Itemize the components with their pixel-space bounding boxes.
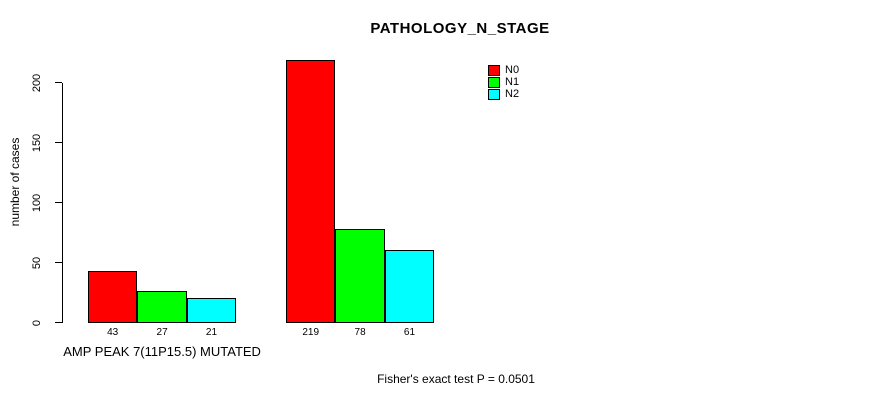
bar-value-label: 21 xyxy=(205,327,218,338)
y-axis-label: number of cases xyxy=(8,137,22,227)
legend-label: N1 xyxy=(505,76,520,88)
legend-label: N0 xyxy=(505,64,520,76)
bar-value-label: 219 xyxy=(302,327,320,338)
bar-value-label: 27 xyxy=(156,327,168,338)
legend-swatch-n1 xyxy=(488,76,500,88)
bar-n0-group1 xyxy=(88,271,138,323)
legend-label: N2 xyxy=(505,88,520,100)
legend-swatch-n2 xyxy=(488,88,500,100)
legend-swatch-n0 xyxy=(488,64,500,76)
bar-n2-group1 xyxy=(186,297,237,323)
bar-value-label: 78 xyxy=(354,327,366,338)
y-axis xyxy=(62,83,63,323)
bar-value-label: 43 xyxy=(107,327,119,338)
legend-item-n2: N2 xyxy=(488,88,519,100)
legend-item-n1: N1 xyxy=(488,76,519,88)
y-tick-label: 50 xyxy=(31,256,43,270)
bar-n2-group2 xyxy=(384,249,435,323)
chart-title: PATHOLOGY_N_STAGE xyxy=(370,20,550,37)
y-tick xyxy=(55,322,62,323)
y-tick-label: 0 xyxy=(31,319,43,327)
y-tick xyxy=(55,262,62,263)
bar-n0-group2 xyxy=(286,60,336,323)
legend: N0 N1 N2 xyxy=(488,64,519,100)
y-tick-label: 100 xyxy=(31,193,43,213)
y-tick xyxy=(55,202,62,203)
legend-item-n0: N0 xyxy=(488,64,519,76)
group-label-1: AMP PEAK 7(11P15.5) MUTATED xyxy=(63,344,261,359)
y-tick xyxy=(55,142,62,143)
y-tick-label: 150 xyxy=(31,133,43,153)
annotation-text: Fisher's exact test P = 0.0501 xyxy=(377,372,535,386)
bar-n1-group1 xyxy=(137,290,187,323)
y-tick-label: 200 xyxy=(31,73,43,93)
bar-n1-group2 xyxy=(335,229,385,323)
y-tick xyxy=(55,82,62,83)
bar-value-label: 61 xyxy=(403,327,416,338)
